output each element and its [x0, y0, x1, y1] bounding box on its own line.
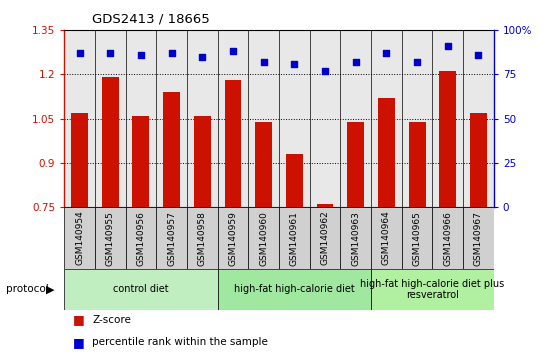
Text: control diet: control diet: [113, 284, 169, 295]
Bar: [470, 113, 487, 207]
Bar: [463, 207, 494, 269]
Text: GDS2413 / 18665: GDS2413 / 18665: [92, 12, 210, 25]
Point: [75, 50, 84, 56]
Bar: [439, 72, 456, 207]
Text: protocol: protocol: [6, 284, 49, 295]
Bar: [218, 269, 371, 310]
Bar: [194, 116, 211, 207]
Text: GSM140959: GSM140959: [228, 211, 238, 266]
Text: percentile rank within the sample: percentile rank within the sample: [92, 337, 268, 347]
Text: GSM140956: GSM140956: [136, 211, 146, 266]
Text: high-fat high-calorie diet plus
resveratrol: high-fat high-calorie diet plus resverat…: [360, 279, 504, 300]
Text: GSM140966: GSM140966: [443, 211, 453, 266]
Text: GSM140967: GSM140967: [474, 211, 483, 266]
Text: ■: ■: [73, 336, 84, 349]
Text: Z-score: Z-score: [92, 315, 131, 325]
Bar: [64, 269, 218, 310]
Point: [320, 68, 329, 74]
Text: ■: ■: [73, 313, 84, 326]
Point: [198, 54, 206, 59]
Bar: [286, 154, 303, 207]
Bar: [224, 80, 242, 207]
Text: GSM140963: GSM140963: [351, 211, 360, 266]
Bar: [102, 77, 119, 207]
Point: [412, 59, 421, 65]
Point: [105, 50, 115, 56]
Bar: [310, 207, 340, 269]
Point: [290, 61, 299, 67]
Point: [474, 52, 483, 58]
Bar: [316, 204, 334, 207]
Bar: [432, 207, 463, 269]
Point: [229, 48, 238, 54]
Bar: [408, 121, 426, 207]
Point: [259, 59, 268, 65]
Text: high-fat high-calorie diet: high-fat high-calorie diet: [234, 284, 355, 295]
Text: GSM140962: GSM140962: [320, 211, 330, 266]
Point: [443, 43, 452, 49]
Bar: [64, 207, 95, 269]
Text: GSM140964: GSM140964: [382, 211, 391, 266]
Bar: [126, 207, 156, 269]
Bar: [347, 121, 364, 207]
Bar: [255, 121, 272, 207]
Text: GSM140965: GSM140965: [412, 211, 422, 266]
Bar: [187, 207, 218, 269]
Bar: [340, 207, 371, 269]
Bar: [248, 207, 279, 269]
Text: GSM140958: GSM140958: [198, 211, 207, 266]
Bar: [279, 207, 310, 269]
Text: GSM140961: GSM140961: [290, 211, 299, 266]
Bar: [371, 207, 402, 269]
Bar: [132, 116, 150, 207]
Point: [351, 59, 360, 65]
Text: ▶: ▶: [46, 284, 54, 295]
Text: GSM140954: GSM140954: [75, 211, 84, 266]
Bar: [371, 269, 494, 310]
Point: [167, 50, 176, 56]
Bar: [378, 98, 395, 207]
Text: GSM140955: GSM140955: [105, 211, 115, 266]
Bar: [95, 207, 126, 269]
Point: [382, 50, 391, 56]
Text: GSM140960: GSM140960: [259, 211, 268, 266]
Bar: [402, 207, 432, 269]
Bar: [163, 92, 180, 207]
Bar: [71, 113, 88, 207]
Point: [136, 52, 145, 58]
Bar: [218, 207, 248, 269]
Text: GSM140957: GSM140957: [167, 211, 176, 266]
Bar: [156, 207, 187, 269]
